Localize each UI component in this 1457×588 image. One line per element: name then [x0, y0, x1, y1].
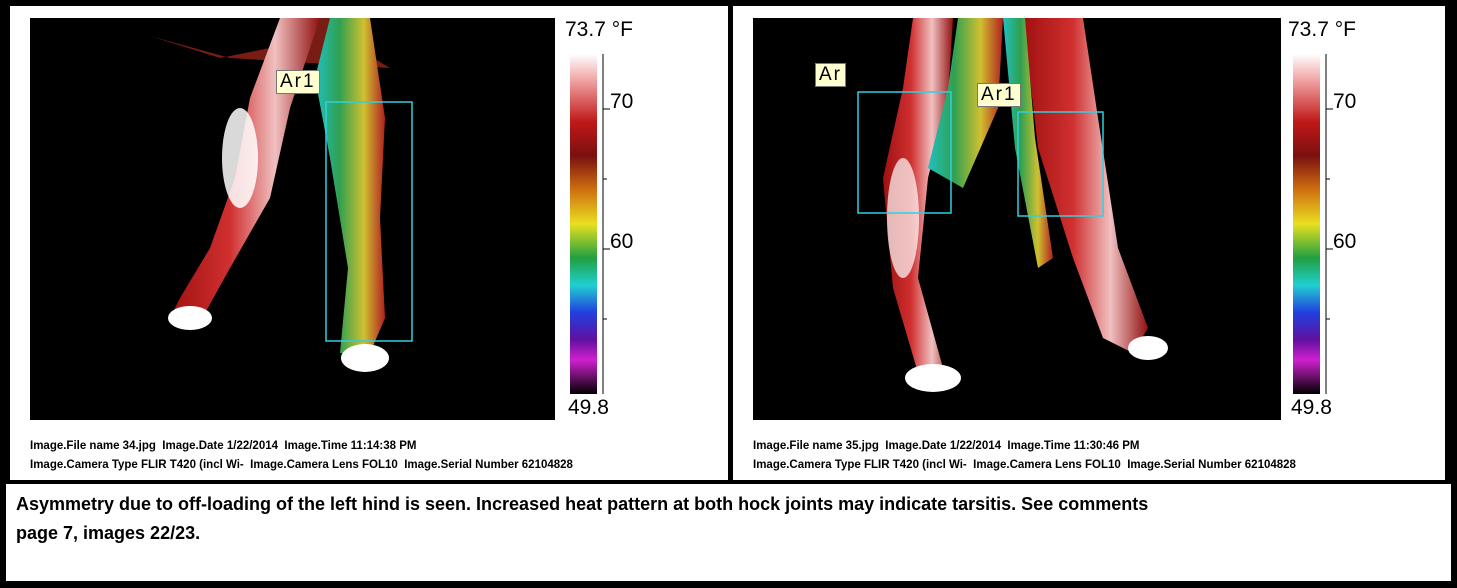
info-line: Image.Camera Type FLIR T420 (incl Wi- Im…: [753, 459, 1296, 471]
scale-tick: 60: [610, 230, 634, 253]
scale-tick: 70: [1333, 90, 1357, 113]
scale-max: 73.7 °F: [1288, 18, 1356, 41]
caption-box: Asymmetry due to off-loading of the left…: [6, 484, 1451, 581]
panel: Ar1 73.7 °F 70 60 49.8 Image.File name 3…: [10, 6, 728, 480]
scale-tick: 60: [1333, 230, 1357, 253]
scale-min: 49.8: [1291, 396, 1332, 419]
info-line: Image.File name 35.jpg Image.Date 1/22/2…: [753, 440, 1140, 452]
region-label: Ar1: [276, 70, 320, 94]
scale-min: 49.8: [568, 396, 609, 419]
info-line: Image.File name 34.jpg Image.Date 1/22/2…: [30, 440, 417, 452]
scale-tick: 70: [610, 90, 634, 113]
panel: Ar Ar1 73.7 °F 70 60 49.8 Image.File nam…: [733, 6, 1445, 480]
region-label: Ar1: [977, 83, 1021, 107]
thermal-image: [753, 18, 1333, 420]
caption: Asymmetry due to off-loading of the left…: [16, 494, 1149, 543]
scale-max: 73.7 °F: [565, 18, 633, 41]
region-label: Ar: [815, 63, 846, 87]
info-line: Image.Camera Type FLIR T420 (incl Wi- Im…: [30, 459, 573, 471]
thermal-image: [30, 18, 610, 420]
